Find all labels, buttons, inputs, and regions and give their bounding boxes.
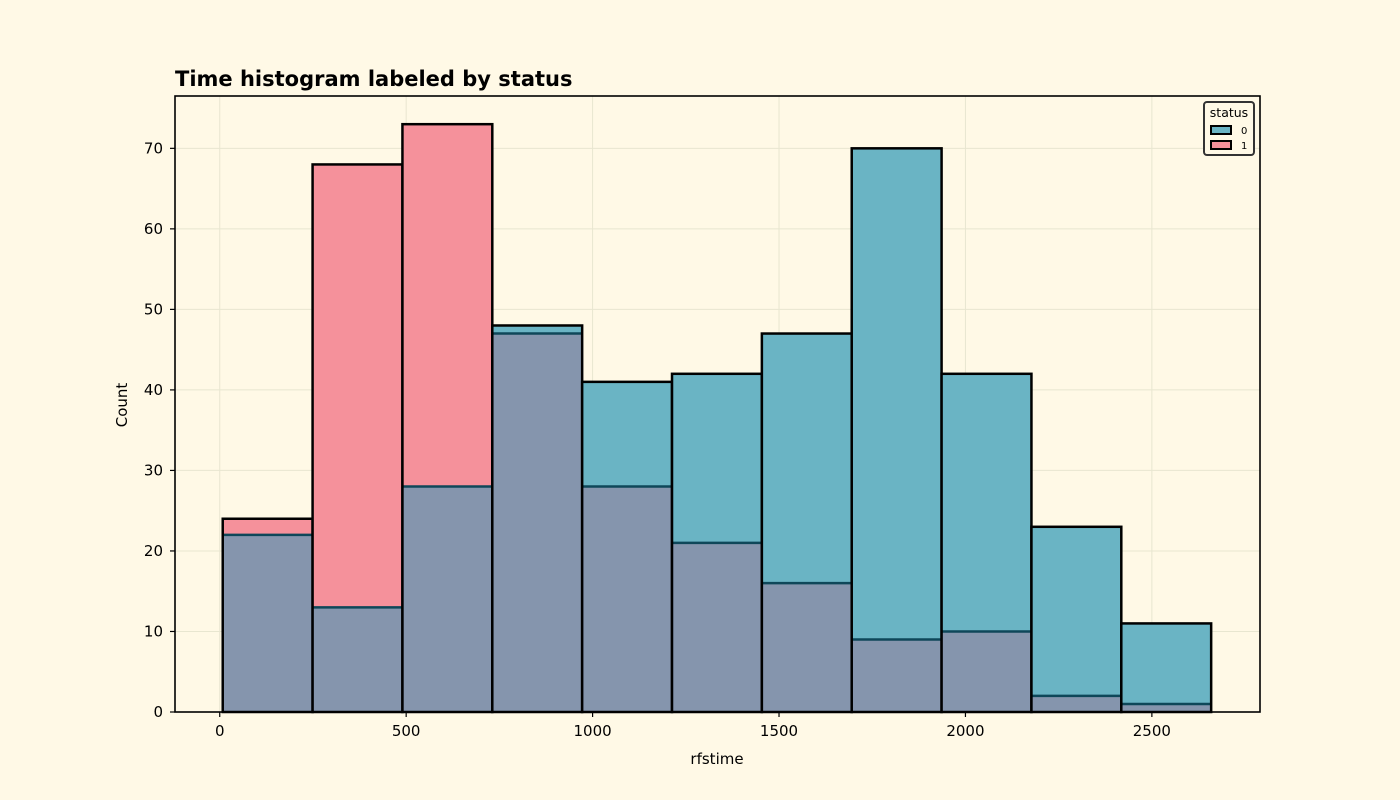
x-tick-label: 2500 <box>1133 722 1171 740</box>
y-tick-label: 0 <box>153 703 163 721</box>
legend: status 0 1 <box>1203 101 1255 156</box>
bar-top-10 <box>1121 623 1212 704</box>
chart-title: Time histogram labeled by status <box>175 67 572 91</box>
x-axis-label: rfstime <box>690 750 743 768</box>
bar-overlap-2 <box>402 486 493 712</box>
bar-overlap-0 <box>222 534 313 712</box>
bar-overlap-10 <box>1121 703 1212 712</box>
bar-overlap-7 <box>851 639 942 712</box>
bar-top-8 <box>941 373 1032 632</box>
y-tick-label: 20 <box>144 542 163 560</box>
y-tick-label: 70 <box>144 139 163 157</box>
x-tick-label: 1500 <box>760 722 798 740</box>
bar-top-9 <box>1031 526 1122 696</box>
x-tick-label: 0 <box>215 722 225 740</box>
bar-overlap-1 <box>312 607 403 712</box>
legend-title: status <box>1210 105 1248 120</box>
x-tick-label: 2000 <box>946 722 984 740</box>
bar-top-2 <box>402 124 493 487</box>
bar-overlap-5 <box>672 542 762 712</box>
y-tick-label: 30 <box>144 461 163 479</box>
bars <box>221 122 1213 714</box>
x-tick-label: 500 <box>392 722 421 740</box>
bar-top-1 <box>312 164 403 608</box>
bar-overlap-6 <box>761 583 852 712</box>
y-axis-label: Count <box>113 383 131 428</box>
axis-ticks: 0 500 1000 1500 2000 2500 0 10 20 30 40 50 60 70 <box>144 139 1171 740</box>
bar-top-3 <box>492 325 583 334</box>
y-tick-label: 60 <box>144 220 163 238</box>
y-tick-label: 50 <box>144 300 163 318</box>
legend-swatch-1 <box>1210 140 1232 150</box>
y-tick-label: 40 <box>144 381 163 399</box>
bar-top-4 <box>582 381 673 487</box>
bar-top-5 <box>672 373 762 543</box>
bar-overlap-8 <box>941 631 1032 712</box>
bar-top-6 <box>761 333 852 584</box>
bar-overlap-3 <box>492 333 583 712</box>
bar-overlap-9 <box>1031 695 1122 712</box>
y-tick-label: 10 <box>144 622 163 640</box>
legend-label-0: 0 <box>1241 126 1247 137</box>
x-tick-label: 1000 <box>574 722 612 740</box>
bar-overlap-4 <box>582 486 673 712</box>
plot-frame <box>174 95 1261 713</box>
bar-top-7 <box>851 148 942 640</box>
bar-top-0 <box>222 518 313 535</box>
legend-label-1: 1 <box>1241 141 1247 152</box>
legend-swatch-0 <box>1210 125 1232 135</box>
